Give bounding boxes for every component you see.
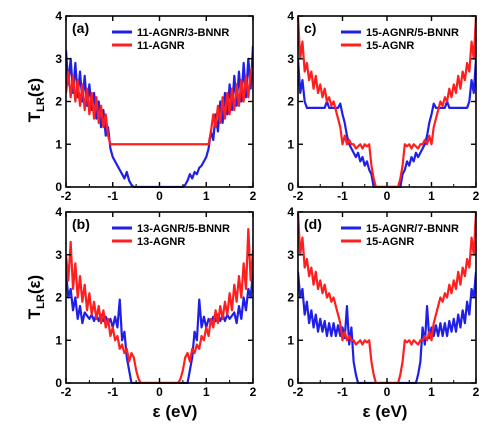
x-tick-label: 2 <box>250 385 257 399</box>
legend-label: 13-AGNR/5-BNNR <box>137 223 230 235</box>
y-tick-label: 2 <box>287 95 294 109</box>
y-tick-label: 2 <box>55 291 62 305</box>
series-line-secondary <box>66 228 253 384</box>
legend-label: 15-AGNR <box>366 236 414 248</box>
x-tick-label: -1 <box>107 385 118 399</box>
y-tick-label: 3 <box>287 248 294 262</box>
series-line-primary <box>66 271 253 384</box>
y-tick-label: 0 <box>287 180 294 194</box>
y-tick-label: 1 <box>55 137 62 151</box>
y-tick-label: 3 <box>55 248 62 262</box>
y-tick-label: 4 <box>287 9 294 23</box>
x-tick-label: 2 <box>250 189 257 203</box>
y-tick-label: 2 <box>287 291 294 305</box>
x-tick-label: -2 <box>61 385 72 399</box>
x-tick-label: 1 <box>203 189 210 203</box>
y-tick-label: 0 <box>55 180 62 194</box>
y-tick-label: 0 <box>55 376 62 390</box>
legend-label: 13-AGNR <box>137 236 185 248</box>
legend-label: 11-AGNR <box>137 40 185 52</box>
x-tick-label: 1 <box>203 385 210 399</box>
panel-label: (b) <box>72 216 90 232</box>
x-tick-label: -1 <box>337 189 348 203</box>
y-tick-label: 1 <box>287 333 294 347</box>
panel-label: (a) <box>72 20 89 36</box>
x-tick-label: 1 <box>428 385 435 399</box>
x-tick-label: -1 <box>107 189 118 203</box>
x-tick-label: 0 <box>156 385 163 399</box>
legend-label: 15-AGNR/5-BNNR <box>366 27 459 39</box>
legend-label: 15-AGNR/7-BNNR <box>366 223 459 235</box>
x-tick-label: -1 <box>337 385 348 399</box>
x-tick-label: -2 <box>61 189 72 203</box>
x-tick-label: -2 <box>293 385 304 399</box>
y-tick-label: 1 <box>55 333 62 347</box>
x-axis-title-right: ε (eV) <box>363 402 408 421</box>
x-tick-label: 0 <box>384 385 391 399</box>
x-tick-label: 2 <box>473 189 480 203</box>
series-line-primary <box>298 58 476 188</box>
x-tick-label: 2 <box>473 385 480 399</box>
y-tick-label: 4 <box>287 205 294 219</box>
x-axis-title-left: ε (eV) <box>153 402 198 421</box>
x-tick-label: -2 <box>293 189 304 203</box>
series-line-secondary <box>66 66 253 146</box>
y-tick-label: 1 <box>287 137 294 151</box>
y-axis-title-bottom: TLR(ε) <box>25 275 47 319</box>
y-axis-title-top: TLR(ε) <box>25 78 47 122</box>
panel-label: c) <box>304 20 316 36</box>
x-tick-label: 0 <box>384 189 391 203</box>
y-tick-label: 3 <box>287 52 294 66</box>
y-tick-label: 4 <box>55 9 62 23</box>
x-tick-label: 0 <box>156 189 163 203</box>
legend-label: 11-AGNR/3-BNNR <box>137 27 229 39</box>
y-tick-label: 3 <box>55 52 62 66</box>
x-tick-label: 1 <box>428 189 435 203</box>
y-tick-label: 2 <box>55 95 62 109</box>
y-tick-label: 0 <box>287 376 294 390</box>
panel-label: (d) <box>304 216 322 232</box>
legend-label: 15-AGNR <box>366 40 414 52</box>
y-tick-label: 4 <box>55 205 62 219</box>
